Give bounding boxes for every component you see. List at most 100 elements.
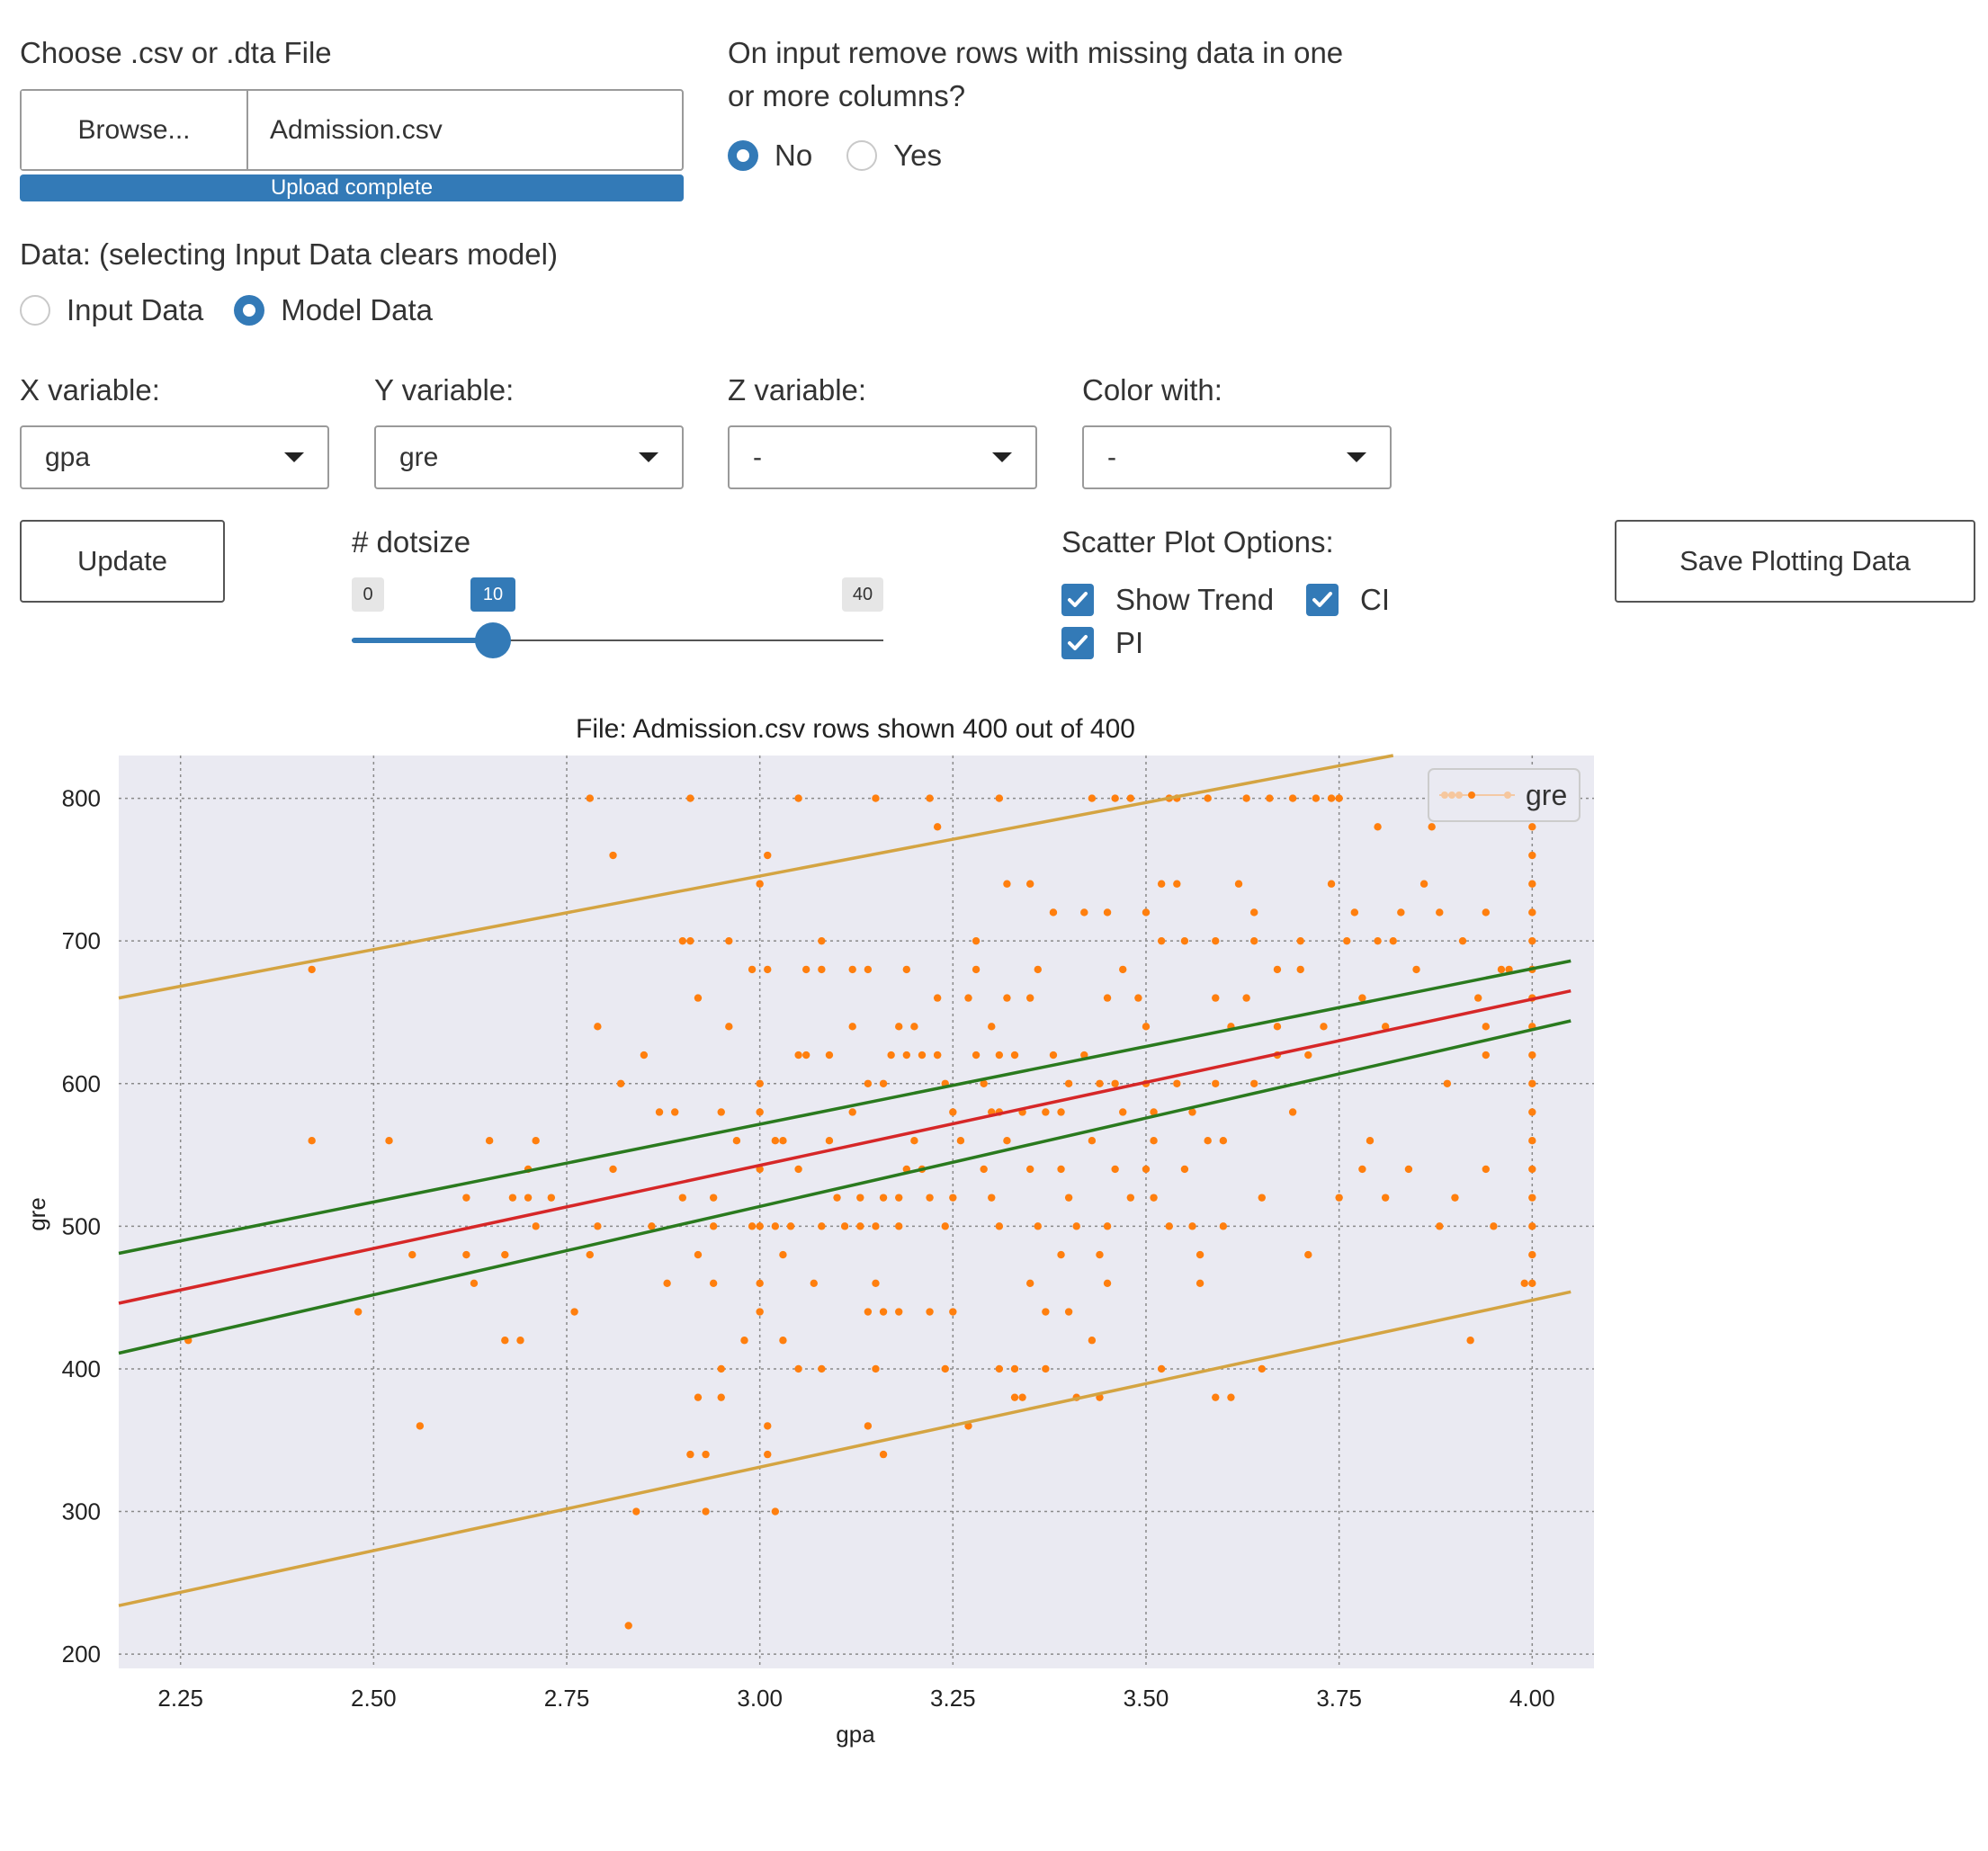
data-point bbox=[872, 1279, 880, 1287]
data-point bbox=[655, 1108, 664, 1116]
data-point bbox=[1482, 908, 1490, 917]
radio-unselected-icon bbox=[20, 295, 50, 326]
checkbox-checked-icon bbox=[1061, 627, 1094, 659]
missing-radio-no[interactable]: No bbox=[728, 139, 812, 173]
data-point bbox=[1273, 965, 1282, 974]
grid-lines bbox=[119, 756, 1594, 1668]
dotsize-min-label: 0 bbox=[352, 577, 384, 612]
data-point bbox=[1381, 1194, 1390, 1202]
update-button[interactable]: Update bbox=[20, 520, 225, 603]
data-point bbox=[848, 965, 856, 974]
data-radio-model[interactable]: Model Data bbox=[234, 293, 433, 327]
missing-radio-yes[interactable]: Yes bbox=[846, 139, 942, 173]
data-point bbox=[1528, 1250, 1536, 1259]
data-point bbox=[1288, 1108, 1297, 1116]
file-input[interactable]: Browse... Admission.csv bbox=[20, 89, 684, 171]
data-point bbox=[1404, 1165, 1413, 1174]
legend-dot bbox=[1504, 791, 1511, 799]
data-point bbox=[640, 1051, 649, 1060]
data-point bbox=[686, 1450, 694, 1459]
data-point bbox=[840, 1222, 849, 1230]
y-tick-label: 300 bbox=[62, 1498, 101, 1525]
data-point bbox=[1126, 794, 1135, 802]
data-point bbox=[1111, 1165, 1119, 1174]
data-point bbox=[771, 1507, 780, 1516]
color-with-select[interactable]: - bbox=[1082, 425, 1392, 489]
data-source-label: Data: (selecting Input Data clears model… bbox=[20, 237, 558, 271]
dotsize-slider-handle[interactable] bbox=[475, 622, 511, 658]
data-point bbox=[1520, 1279, 1528, 1287]
x-variable-select[interactable]: gpa bbox=[20, 425, 329, 489]
data-point bbox=[1474, 994, 1482, 1002]
scatter-chart: File: Admission.csv rows shown 400 out o… bbox=[23, 714, 1594, 1748]
data-point bbox=[879, 1308, 888, 1316]
data-point bbox=[547, 1194, 556, 1202]
pi-checkbox[interactable]: PI bbox=[1061, 626, 1143, 660]
y-variable-label: Y variable: bbox=[374, 373, 515, 407]
show-trend-checkbox[interactable]: Show Trend bbox=[1061, 583, 1274, 617]
data-point bbox=[1296, 936, 1304, 945]
data-point bbox=[1350, 908, 1359, 917]
data-point bbox=[1142, 1023, 1151, 1031]
checkbox-checked-icon bbox=[1061, 584, 1094, 616]
y-tick-label: 700 bbox=[62, 927, 101, 954]
y-variable-select[interactable]: gre bbox=[374, 425, 684, 489]
data-point bbox=[702, 1450, 710, 1459]
data-point bbox=[818, 1364, 826, 1373]
data-point bbox=[632, 1507, 640, 1516]
data-point bbox=[864, 1422, 873, 1430]
data-point bbox=[1436, 908, 1444, 917]
data-point bbox=[671, 1108, 679, 1116]
data-point bbox=[725, 936, 733, 945]
data-point bbox=[1242, 994, 1250, 1002]
data-point bbox=[995, 1222, 1004, 1230]
data-point bbox=[725, 1023, 733, 1031]
data-point bbox=[1057, 1165, 1065, 1174]
data-point bbox=[1249, 908, 1258, 917]
data-point bbox=[1103, 1222, 1112, 1230]
data-point bbox=[532, 1222, 540, 1230]
data-point bbox=[1436, 1222, 1444, 1230]
data-point bbox=[864, 965, 873, 974]
dotsize-max-label: 40 bbox=[842, 577, 883, 612]
data-point bbox=[1010, 1393, 1019, 1401]
data-point bbox=[864, 1079, 873, 1087]
data-point bbox=[308, 1137, 316, 1145]
data-point bbox=[1528, 851, 1536, 860]
data-point bbox=[1397, 908, 1405, 917]
data-point bbox=[1080, 908, 1088, 917]
chart-legend: gre bbox=[1428, 768, 1581, 822]
ci-checkbox[interactable]: CI bbox=[1306, 583, 1390, 617]
data-radio-input[interactable]: Input Data bbox=[20, 293, 203, 327]
missing-radio-yes-label: Yes bbox=[893, 139, 943, 172]
missing-data-question-line2: or more columns? bbox=[728, 79, 966, 112]
data-point bbox=[1458, 936, 1467, 945]
ci-label: CI bbox=[1360, 583, 1390, 616]
axis-ticks: 2.25 2.50 2.75 3.00 3.25 3.50 3.75 4.00 200 300 40… bbox=[62, 785, 1555, 1712]
data-point bbox=[470, 1279, 479, 1287]
data-point bbox=[794, 1051, 802, 1060]
scatter-points bbox=[184, 794, 1536, 1630]
data-point bbox=[764, 1450, 772, 1459]
save-plotting-data-button[interactable]: Save Plotting Data bbox=[1615, 520, 1975, 603]
data-point bbox=[1034, 1222, 1042, 1230]
data-point bbox=[1188, 1222, 1196, 1230]
data-point bbox=[1528, 1222, 1536, 1230]
data-point bbox=[1111, 794, 1119, 802]
data-point bbox=[1119, 1108, 1127, 1116]
browse-button[interactable]: Browse... bbox=[22, 91, 248, 169]
data-point bbox=[1157, 880, 1166, 888]
z-variable-select[interactable]: - bbox=[728, 425, 1037, 489]
dropdown-caret-icon bbox=[992, 452, 1012, 462]
data-point bbox=[1025, 880, 1034, 888]
data-point bbox=[709, 1194, 718, 1202]
data-point bbox=[1288, 794, 1297, 802]
data-point bbox=[1057, 1250, 1065, 1259]
data-point bbox=[1412, 965, 1420, 974]
data-point bbox=[308, 965, 316, 974]
legend-dot bbox=[1448, 791, 1455, 799]
data-point bbox=[895, 1222, 903, 1230]
data-point bbox=[1134, 994, 1142, 1002]
data-point bbox=[609, 1165, 617, 1174]
data-point bbox=[833, 1194, 841, 1202]
